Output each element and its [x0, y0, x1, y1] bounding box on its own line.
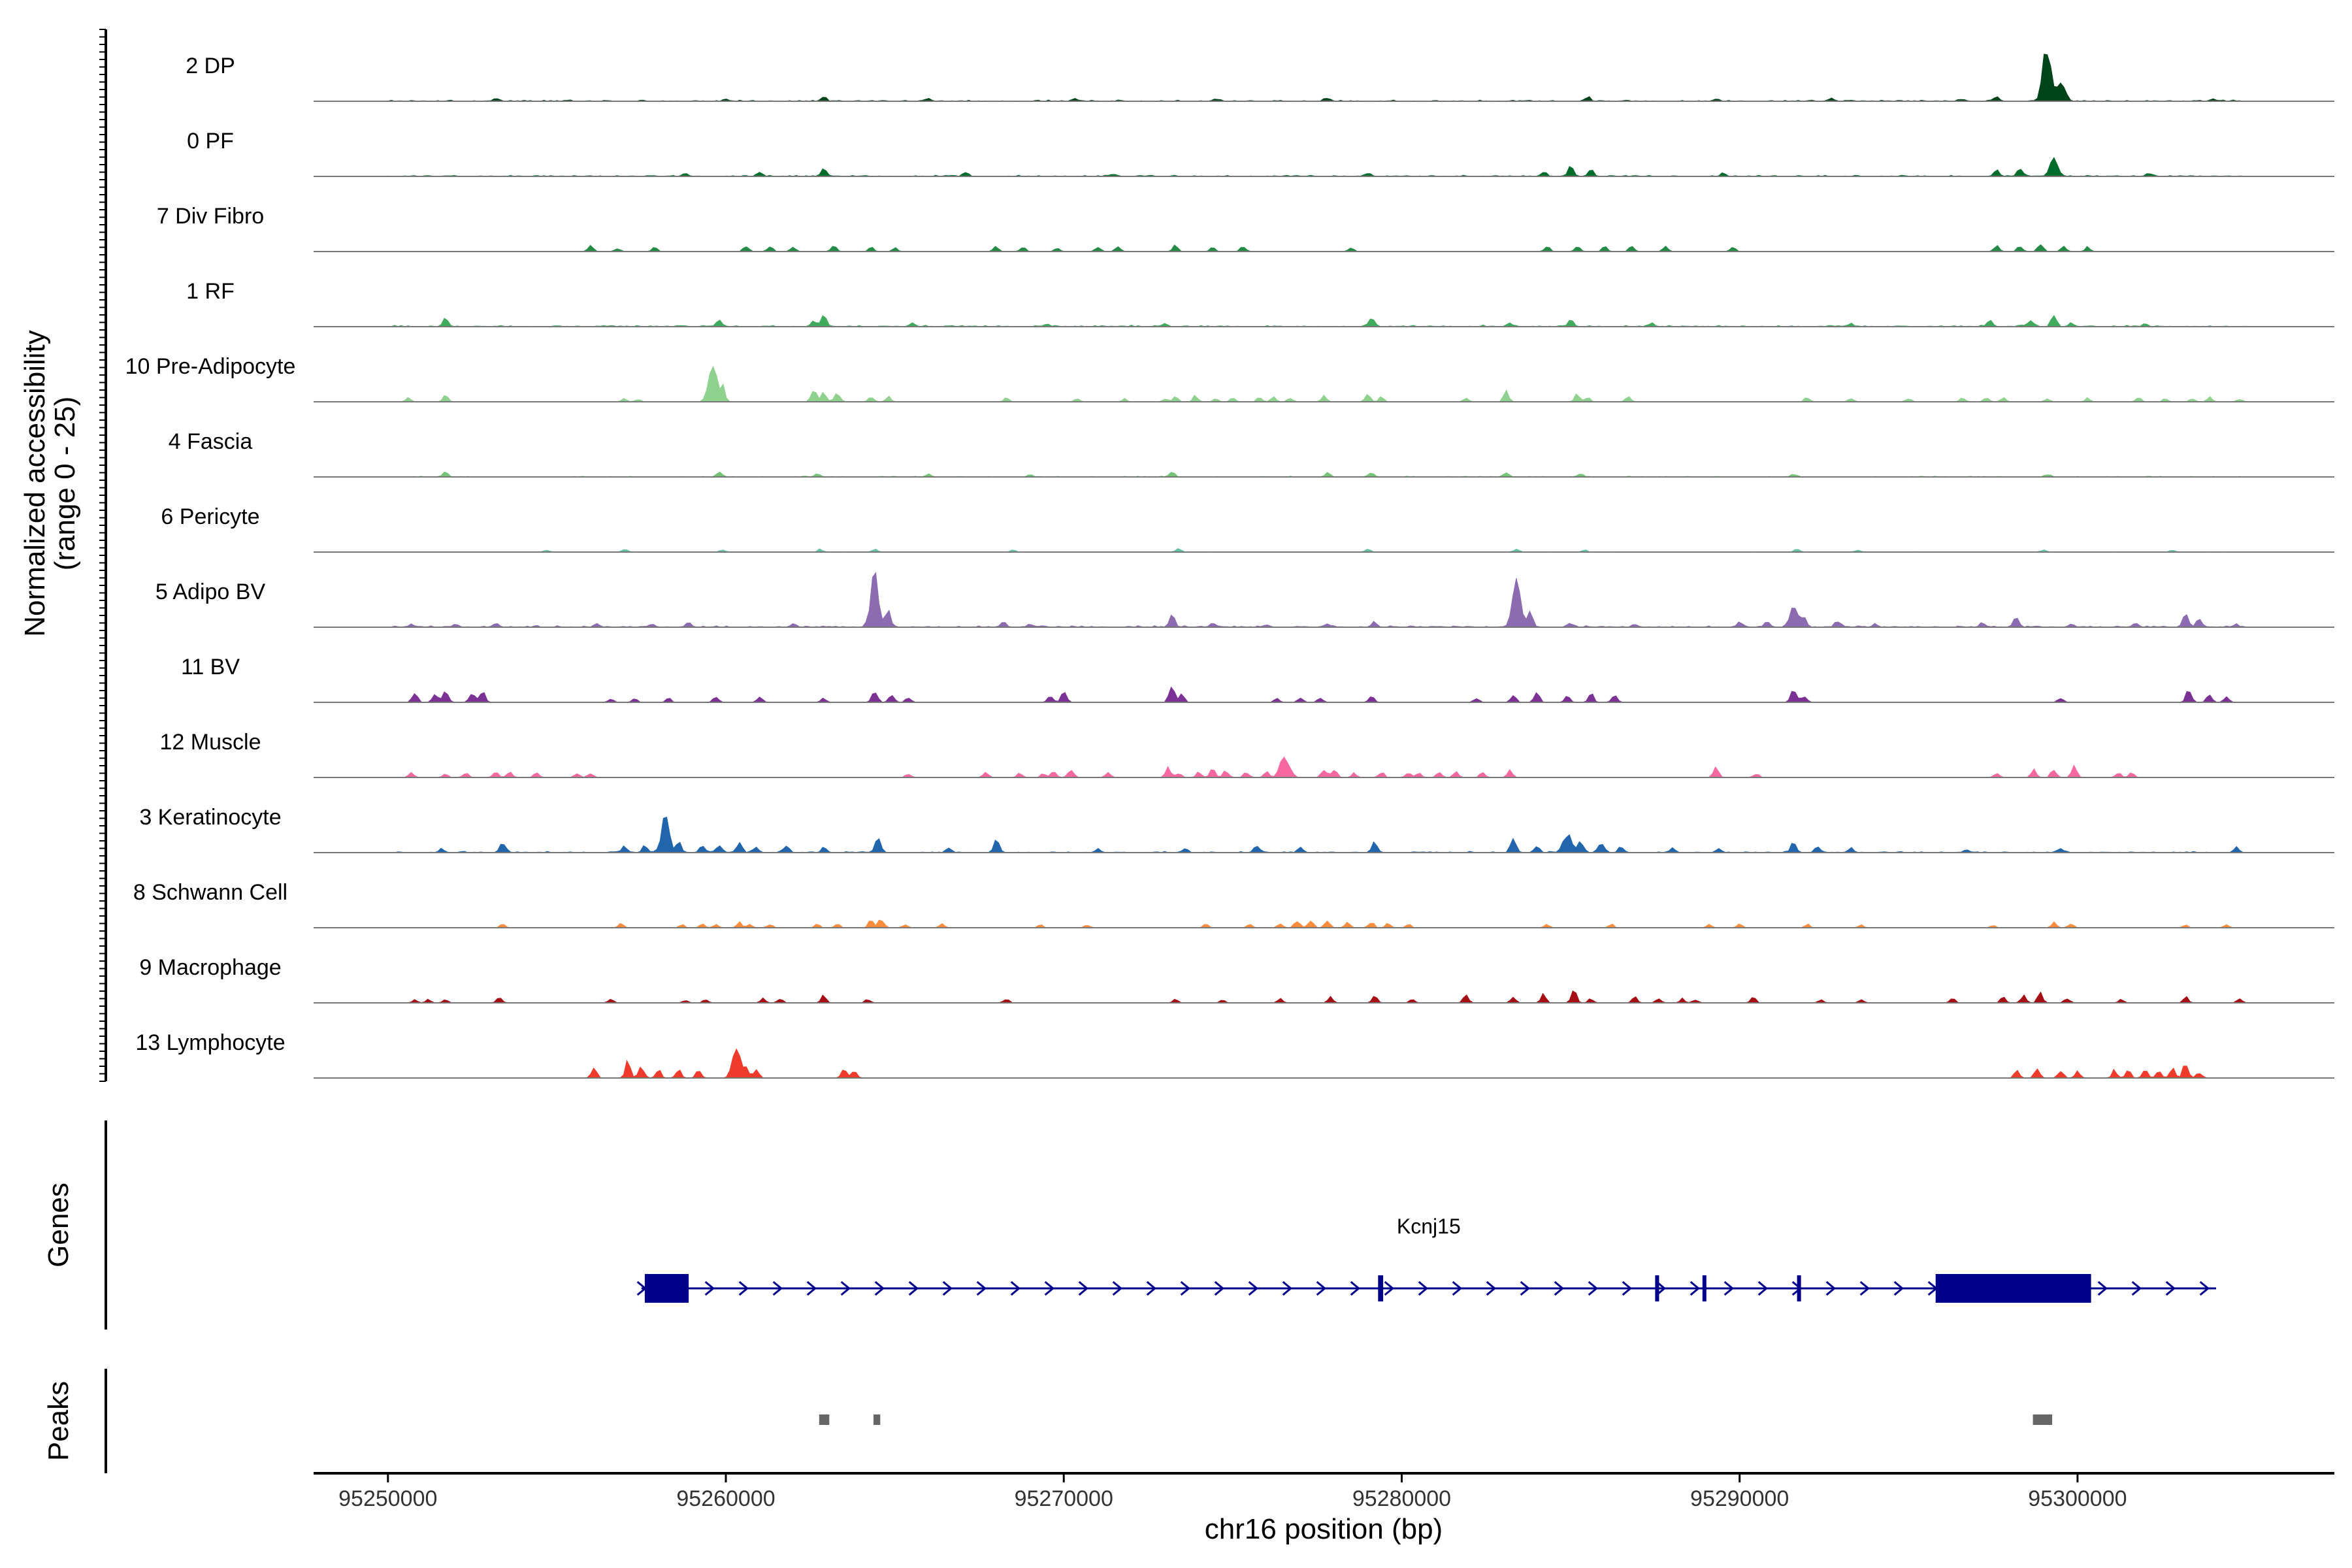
track-6-pericyte: 6 Pericyte	[161, 504, 2334, 553]
gene-strand-arrow	[840, 1281, 851, 1296]
track-7-div-fibro: 7 Div Fibro	[157, 204, 2334, 252]
track-0-pf: 0 PF	[187, 129, 2334, 177]
x-axis-title: chr16 position (bp)	[1205, 1513, 1443, 1545]
gene-strand-arrow	[1757, 1281, 1769, 1296]
track-10-pre-adipocyte: 10 Pre-Adipocyte	[125, 354, 2334, 402]
gene-exon	[644, 1274, 689, 1303]
gene-strand-arrow	[1078, 1281, 1089, 1296]
gene-strand-arrow	[1452, 1281, 1463, 1296]
gene-strand-arrow	[1622, 1281, 1633, 1296]
coverage-y-axis	[99, 29, 107, 1082]
track-1-rf: 1 RF	[186, 279, 2334, 327]
x-tick-label: 95300000	[2028, 1486, 2127, 1511]
gene-strand-arrow	[1486, 1281, 1497, 1296]
gene-exon	[1935, 1274, 2091, 1303]
gene-strand-arrow	[874, 1281, 885, 1296]
gene-strand-arrow	[1656, 1281, 1667, 1296]
peak-region	[2033, 1414, 2053, 1425]
gene-strand-arrow	[1554, 1281, 1565, 1296]
gene-strand-arrow	[1248, 1281, 1259, 1296]
gene-strand-arrow	[1316, 1281, 1327, 1296]
gene-strand-arrow	[1044, 1281, 1055, 1296]
gene-strand-arrow	[1146, 1281, 1157, 1296]
gene-strand-arrow	[738, 1281, 749, 1296]
x-tick-label: 95290000	[1690, 1486, 1789, 1511]
gene-strand-arrow	[976, 1281, 987, 1296]
track-11-bv: 11 BV	[181, 655, 2334, 703]
gene-strand-arrow	[1859, 1281, 1870, 1296]
x-tick-label: 95260000	[676, 1486, 775, 1511]
track-label: 13 Lymphocyte	[135, 1030, 285, 1055]
gene-strand-arrow	[908, 1281, 919, 1296]
x-tick-label: 95280000	[1352, 1486, 1451, 1511]
gene-strand-arrow	[1350, 1281, 1361, 1296]
gene-strand-arrow	[1010, 1281, 1021, 1296]
track-label: 9 Macrophage	[139, 955, 281, 980]
track-label: 6 Pericyte	[161, 504, 259, 529]
track-label: 7 Div Fibro	[157, 204, 264, 229]
track-2-dp: 2 DP	[186, 54, 2334, 102]
gene-strand-arrow	[1723, 1281, 1735, 1296]
gene-strand-arrow	[942, 1281, 953, 1296]
track-12-muscle: 12 Muscle	[160, 730, 2334, 778]
gene-strand-arrow	[1214, 1281, 1225, 1296]
gene-exon	[1378, 1275, 1384, 1301]
gene-name-label: Kcnj15	[1397, 1215, 1461, 1238]
gene-strand-arrow	[772, 1281, 783, 1296]
track-label: 11 BV	[181, 655, 240, 679]
track-label: 8 Schwann Cell	[133, 880, 287, 905]
track-3-keratinocyte: 3 Keratinocyte	[139, 805, 2334, 853]
track-label: 5 Adipo BV	[155, 580, 266, 604]
gene-strand-arrow	[1588, 1281, 1599, 1296]
gene-annotation-track: Kcnj15	[636, 1215, 2216, 1303]
track-label: 4 Fascia	[169, 429, 253, 454]
track-label: 0 PF	[187, 129, 234, 154]
gene-strand-arrow	[2165, 1281, 2176, 1296]
track-13-lymphocyte: 13 Lymphocyte	[135, 1030, 2334, 1079]
y-axis-title-line1: Normalized accessibility	[19, 330, 51, 636]
track-5-adipo-bv: 5 Adipo BV	[155, 572, 2334, 628]
genes-track-label: Genes	[42, 1183, 74, 1267]
track-label: 12 Muscle	[160, 730, 261, 755]
x-axis-ticks: 95250000 95260000 95270000 95280000 95290000…	[338, 1473, 2127, 1511]
gene-strand-arrow	[1690, 1281, 1701, 1296]
gene-strand-arrow	[1180, 1281, 1191, 1296]
gene-strand-arrow	[2199, 1281, 2210, 1296]
gene-strand-arrow	[1520, 1281, 1531, 1296]
gene-strand-arrow	[704, 1281, 715, 1296]
gene-exon	[1797, 1275, 1801, 1301]
y-axis-title-line2: (range 0 - 25)	[49, 397, 81, 571]
peak-region	[819, 1414, 830, 1425]
peaks-track-label: Peaks	[42, 1381, 74, 1461]
gene-exon	[1702, 1275, 1707, 1301]
x-tick-label: 95250000	[338, 1486, 437, 1511]
track-4-fascia: 4 Fascia	[169, 429, 2334, 478]
track-9-macrophage: 9 Macrophage	[139, 955, 2334, 1004]
peaks-track	[819, 1414, 2053, 1425]
track-label: 3 Keratinocyte	[139, 805, 281, 830]
gene-strand-arrow	[1112, 1281, 1123, 1296]
gene-strand-arrow	[806, 1281, 817, 1296]
coverage-tracks: 2 DP 0 PF 7 Div Fibro 1 RF 10 Pre-Adipocyte 4…	[125, 54, 2334, 1079]
gene-strand-arrow	[2131, 1281, 2142, 1296]
track-label: 10 Pre-Adipocyte	[125, 354, 296, 379]
track-label: 2 DP	[186, 54, 235, 78]
gene-strand-arrow	[1282, 1281, 1293, 1296]
track-label: 1 RF	[186, 279, 235, 304]
peak-region	[874, 1414, 881, 1425]
gene-strand-arrow	[1418, 1281, 1429, 1296]
gene-exon	[1655, 1275, 1659, 1301]
x-tick-label: 95270000	[1015, 1486, 1113, 1511]
gene-strand-arrow	[1893, 1281, 1904, 1296]
track-8-schwann-cell: 8 Schwann Cell	[133, 880, 2334, 928]
gene-strand-arrow	[2097, 1281, 2108, 1296]
gene-strand-arrow	[1384, 1281, 1395, 1296]
gene-strand-arrow	[1825, 1281, 1837, 1296]
